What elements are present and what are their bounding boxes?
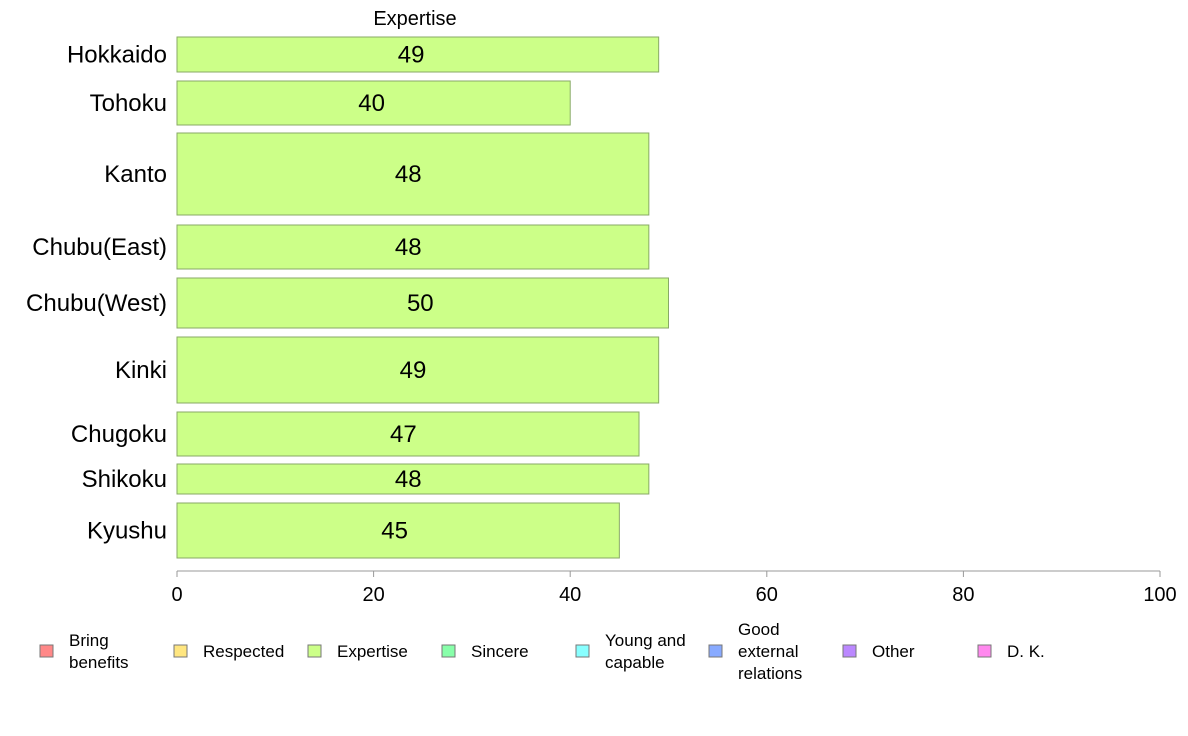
legend-swatch — [842, 644, 857, 658]
value-label: 50 — [407, 290, 434, 317]
legend-item: Other — [842, 642, 915, 661]
legend-label: Other — [872, 642, 915, 661]
bar-chugoku — [176, 411, 640, 457]
value-label: 48 — [395, 234, 422, 261]
bar-kyushu — [176, 502, 620, 559]
x-tick-label: 40 — [559, 584, 581, 606]
legend-item: Good external relations — [708, 620, 802, 683]
legend-label: Bring benefits — [69, 631, 129, 672]
legend-item: Bring benefits — [39, 631, 129, 672]
x-tick-label: 100 — [1143, 584, 1176, 606]
bar-kanto — [176, 132, 650, 216]
legend-swatch — [977, 644, 992, 658]
bar-tohoku — [176, 80, 571, 126]
category-label: Shikoku — [82, 466, 167, 493]
category-label: Hokkaido — [67, 42, 167, 69]
legend-label: Respected — [203, 642, 284, 661]
value-label: 40 — [358, 90, 385, 117]
value-label: 49 — [398, 42, 425, 69]
bar-chubu-east — [176, 224, 650, 270]
value-label: 49 — [400, 357, 427, 384]
legend-swatch — [173, 644, 188, 658]
x-tick-label: 80 — [952, 584, 974, 606]
legend-label: Expertise — [337, 642, 408, 661]
x-tick-label: 0 — [171, 584, 182, 606]
legend-item: Sincere — [441, 642, 529, 661]
legend-swatch — [575, 644, 590, 658]
category-label: Kinki — [115, 357, 167, 384]
legend-item: Young and capable — [575, 631, 686, 672]
bars-group: Hokkaido 49 Tohoku 40 Kanto 48 Chubu(East) 48 Ch… — [26, 36, 669, 559]
value-label: 47 — [390, 421, 417, 448]
category-label: Chubu(West) — [26, 290, 167, 317]
legend-item: Respected — [173, 642, 284, 661]
category-label: Chubu(East) — [32, 234, 167, 261]
category-label: Tohoku — [90, 90, 167, 117]
legend-item: D. K. — [977, 642, 1045, 661]
legend: Bring benefits Respected Expertise Sincere Yo… — [39, 620, 1045, 683]
legend-label: Sincere — [471, 642, 529, 661]
value-label: 48 — [395, 466, 422, 493]
value-label: 45 — [381, 518, 408, 545]
x-tick-label: 60 — [756, 584, 778, 606]
legend-label: Young and capable — [605, 631, 686, 672]
legend-swatch — [708, 644, 723, 658]
bar-kinki — [176, 336, 660, 404]
bar-chubu-west — [176, 277, 669, 329]
legend-swatch — [441, 644, 456, 658]
legend-swatch — [39, 644, 54, 658]
bar-shikoku — [176, 463, 650, 495]
bar-hokkaido — [176, 36, 660, 73]
legend-item: Expertise — [307, 642, 408, 661]
x-axis: 0 20 40 60 80 100 — [171, 570, 1177, 606]
value-label: 48 — [395, 161, 422, 188]
x-tick-label: 20 — [362, 584, 384, 606]
chart-title: Expertise — [373, 8, 456, 30]
legend-label: Good external relations — [738, 620, 802, 683]
category-label: Chugoku — [71, 421, 167, 448]
legend-label: D. K. — [1007, 642, 1045, 661]
legend-swatch — [307, 644, 322, 658]
category-label: Kanto — [104, 161, 167, 188]
category-label: Kyushu — [87, 518, 167, 545]
